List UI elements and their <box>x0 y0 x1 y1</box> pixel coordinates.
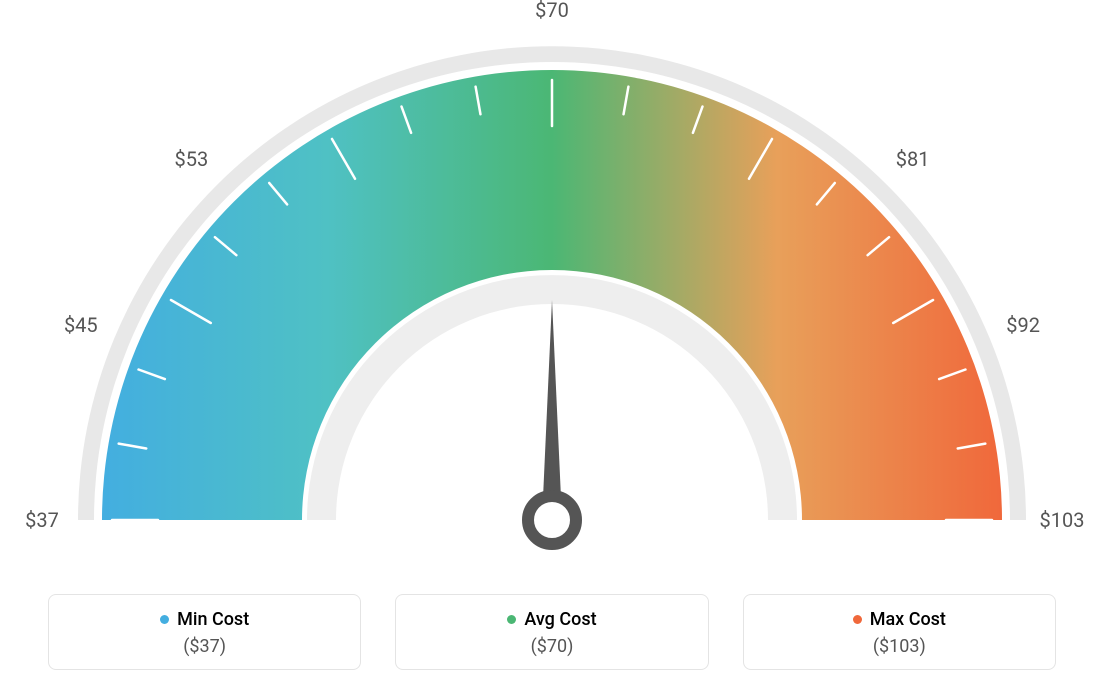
legend-row: Min Cost ($37) Avg Cost ($70) Max Cost (… <box>0 594 1104 670</box>
legend-label-max: Max Cost <box>754 609 1045 630</box>
legend-value-max: ($103) <box>754 636 1045 657</box>
gauge-scale-label: $103 <box>1040 508 1085 532</box>
gauge-scale-label: $45 <box>64 313 98 337</box>
gauge-needle-hub <box>528 496 576 544</box>
gauge-scale-label: $92 <box>1006 313 1040 337</box>
gauge-scale-label: $81 <box>896 147 930 171</box>
gauge-scale-label: $70 <box>535 0 569 22</box>
gauge-scale-label: $37 <box>25 508 59 532</box>
legend-value-avg: ($70) <box>406 636 697 657</box>
legend-label-avg: Avg Cost <box>406 609 697 630</box>
cost-gauge-chart: $37 $45 $53 $70 $81 $92 $103 Min Cost ($37) Av… <box>0 0 1104 690</box>
legend-box-avg: Avg Cost ($70) <box>395 594 708 670</box>
legend-label-avg-text: Avg Cost <box>524 609 596 630</box>
legend-label-min-text: Min Cost <box>177 609 249 630</box>
gauge-svg <box>0 0 1104 560</box>
gauge-scale-label: $53 <box>175 147 209 171</box>
legend-box-min: Min Cost ($37) <box>48 594 361 670</box>
legend-dot-avg <box>507 615 516 624</box>
legend-box-max: Max Cost ($103) <box>743 594 1056 670</box>
legend-label-min: Min Cost <box>59 609 350 630</box>
legend-dot-min <box>160 615 169 624</box>
gauge-needle <box>542 300 562 520</box>
gauge-area: $37 $45 $53 $70 $81 $92 $103 <box>0 0 1104 560</box>
legend-value-min: ($37) <box>59 636 350 657</box>
legend-dot-max <box>853 615 862 624</box>
legend-label-max-text: Max Cost <box>870 609 946 630</box>
